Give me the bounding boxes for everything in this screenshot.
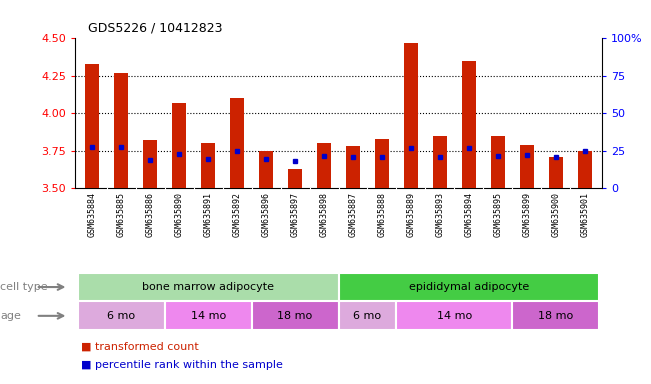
Text: GSM635885: GSM635885 (117, 192, 126, 237)
Text: GSM635895: GSM635895 (493, 192, 503, 237)
Bar (396, 301, 512, 330)
Bar (519, 145, 534, 188)
Bar (433, 136, 447, 188)
Bar (251, 301, 339, 330)
Text: GSM635887: GSM635887 (348, 192, 357, 237)
Bar (172, 103, 186, 188)
Text: GSM635899: GSM635899 (522, 192, 531, 237)
Text: cell type: cell type (0, 282, 48, 292)
Bar (549, 157, 563, 188)
Text: GSM635884: GSM635884 (88, 192, 97, 237)
Bar (114, 73, 128, 188)
Text: GSM635888: GSM635888 (378, 192, 387, 237)
Text: GSM635898: GSM635898 (320, 192, 329, 237)
Text: GSM635897: GSM635897 (290, 192, 299, 237)
Text: bone marrow adipocyte: bone marrow adipocyte (142, 282, 274, 292)
Text: 14 mo: 14 mo (191, 311, 226, 321)
Bar (165, 301, 251, 330)
Text: GSM635886: GSM635886 (146, 192, 155, 237)
Text: GSM635892: GSM635892 (232, 192, 242, 237)
Bar (77, 273, 339, 301)
Bar (462, 61, 476, 188)
Bar (512, 301, 600, 330)
Bar (85, 64, 100, 188)
Bar (201, 143, 215, 188)
Bar (317, 143, 331, 188)
Text: 18 mo: 18 mo (277, 311, 312, 321)
Bar (259, 151, 273, 188)
Bar (288, 169, 302, 188)
Text: GSM635896: GSM635896 (262, 192, 271, 237)
Bar (404, 43, 418, 188)
Text: GSM635900: GSM635900 (551, 192, 561, 237)
Bar (339, 273, 600, 301)
Bar (375, 139, 389, 188)
Bar (143, 140, 158, 188)
Bar (339, 301, 396, 330)
Text: 6 mo: 6 mo (353, 311, 381, 321)
Text: ■ percentile rank within the sample: ■ percentile rank within the sample (81, 360, 283, 370)
Text: epididymal adipocyte: epididymal adipocyte (409, 282, 529, 292)
Bar (77, 301, 165, 330)
Text: 14 mo: 14 mo (437, 311, 472, 321)
Text: ■ transformed count: ■ transformed count (81, 341, 199, 351)
Bar (346, 146, 360, 188)
Text: 6 mo: 6 mo (107, 311, 135, 321)
Text: GSM635893: GSM635893 (436, 192, 445, 237)
Bar (230, 98, 244, 188)
Text: GSM635901: GSM635901 (580, 192, 589, 237)
Bar (577, 151, 592, 188)
Text: GSM635891: GSM635891 (204, 192, 213, 237)
Text: 18 mo: 18 mo (538, 311, 574, 321)
Text: GSM635889: GSM635889 (406, 192, 415, 237)
Text: GDS5226 / 10412823: GDS5226 / 10412823 (88, 22, 223, 35)
Text: GSM635894: GSM635894 (464, 192, 473, 237)
Bar (491, 136, 505, 188)
Text: age: age (0, 311, 21, 321)
Text: GSM635890: GSM635890 (174, 192, 184, 237)
